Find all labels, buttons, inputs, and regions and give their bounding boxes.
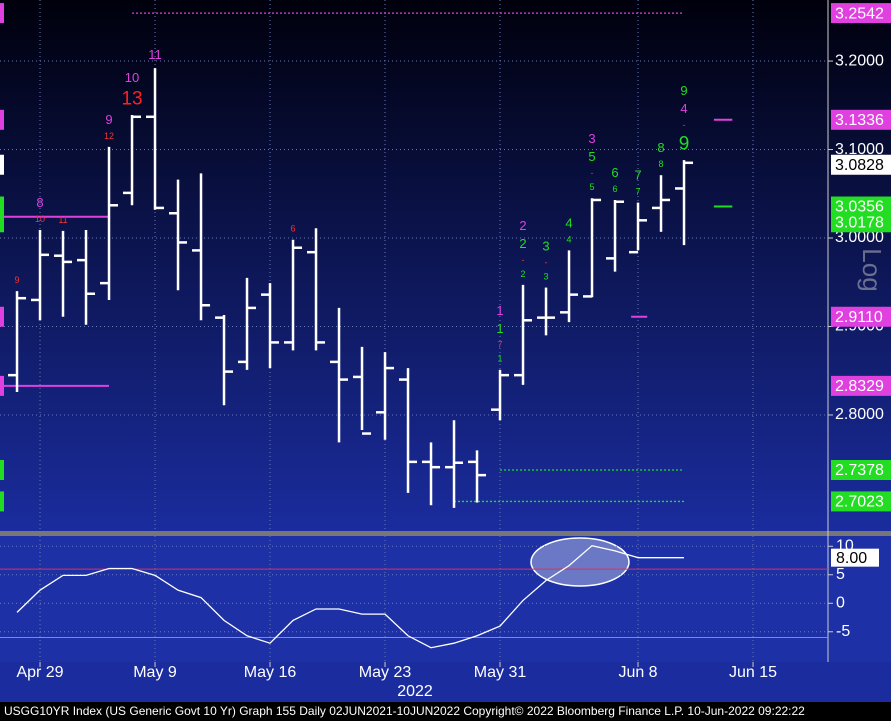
left-marker xyxy=(0,306,4,327)
count-label: 4 xyxy=(567,234,572,244)
footer-bar xyxy=(0,702,891,721)
value-tag xyxy=(831,548,879,567)
price-tag xyxy=(831,491,891,512)
count-label: 9 xyxy=(15,275,20,285)
count-label: 2 xyxy=(521,269,526,279)
price-tag-label: 2.9110 xyxy=(835,309,883,326)
x-tick-label: Apr 29 xyxy=(16,664,63,681)
count-label: 2 xyxy=(519,218,526,233)
count-label: 8 xyxy=(659,159,664,169)
divider xyxy=(0,531,891,536)
value-tag-label: 8.00 xyxy=(836,550,867,567)
oscillator-panel xyxy=(0,536,891,662)
x-tick-label: May 9 xyxy=(133,664,177,681)
x-tick-label: Jun 15 xyxy=(729,664,777,681)
y-tick-label: 5 xyxy=(836,566,845,583)
count-label: 1 xyxy=(496,321,503,336)
price-tag-label: 3.1336 xyxy=(835,112,884,129)
count-label: 3 xyxy=(544,271,549,281)
scale-label: Log xyxy=(857,248,887,291)
left-marker xyxy=(0,460,4,481)
count-label: 11 xyxy=(148,47,162,62)
price-tag xyxy=(831,460,891,481)
left-marker xyxy=(0,491,4,512)
count-label: 3 xyxy=(542,239,549,254)
count-label: 6 xyxy=(613,184,618,194)
footer: USGG10YR Index (US Generic Govt 10 Yr) G… xyxy=(4,704,805,718)
count-label: 8 xyxy=(36,195,43,210)
count-label: - xyxy=(545,257,548,267)
count-label: 3 xyxy=(588,131,595,146)
x-tick-label: May 31 xyxy=(474,664,527,681)
price-tag-label: 2.7378 xyxy=(835,462,884,479)
count-label: - xyxy=(522,255,525,265)
y-tick-label: -5 xyxy=(836,623,850,640)
y-tick-label: 3.1000 xyxy=(835,141,884,158)
y-tick-label: 2.8000 xyxy=(835,406,884,423)
count-label: 11 xyxy=(58,215,67,225)
price-tag-label: 3.0828 xyxy=(835,157,884,174)
count-label: 9 xyxy=(680,83,687,98)
price-tag xyxy=(831,154,891,175)
price-tag-label: 3.0178 xyxy=(835,214,884,231)
price-tag-label: 3.2542 xyxy=(835,5,884,22)
price-panel xyxy=(0,0,891,531)
count-label: 13 xyxy=(121,89,142,110)
count-label: 4 xyxy=(680,101,687,116)
count-label: 10 xyxy=(125,70,139,85)
oscillator-line xyxy=(16,544,685,649)
price-tag-label: 2.7023 xyxy=(835,494,884,511)
count-label: 9 xyxy=(105,112,112,127)
left-marker xyxy=(0,3,4,24)
count-label: 1 xyxy=(498,354,503,364)
y-tick-label: 3.2000 xyxy=(835,52,884,69)
count-label: 10 xyxy=(35,214,45,224)
count-label: - xyxy=(591,168,594,178)
price-tag-label: 3.0356 xyxy=(835,199,884,216)
count-label: 2 xyxy=(519,236,526,251)
count-label: 7 xyxy=(498,340,503,350)
price-tag xyxy=(831,3,891,24)
left-marker xyxy=(0,196,4,217)
price-tag xyxy=(831,212,891,233)
price-tag xyxy=(831,196,891,217)
left-marker xyxy=(0,212,4,233)
highlight xyxy=(530,537,630,587)
count-label: 7 xyxy=(634,168,641,183)
left-marker xyxy=(0,375,4,396)
count-label: - xyxy=(683,120,686,130)
count-label: 8 xyxy=(657,140,664,155)
x-tick-label: Jun 8 xyxy=(618,664,657,681)
count-label: 5 xyxy=(588,149,595,164)
count-label: 5 xyxy=(590,182,595,192)
price-tag xyxy=(831,375,891,396)
price-tag xyxy=(831,306,891,327)
count-label: 1 xyxy=(496,303,503,318)
count-label: 4 xyxy=(565,215,572,230)
left-marker xyxy=(0,154,4,175)
count-label: 7 xyxy=(636,186,641,196)
price-tag-label: 2.8329 xyxy=(835,378,884,395)
count-label: 12 xyxy=(104,131,114,141)
count-label: 6 xyxy=(611,165,618,180)
axis-area xyxy=(0,662,891,702)
count-label: 9 xyxy=(679,134,690,155)
x-tick-label: May 16 xyxy=(244,664,297,681)
count-label: 6 xyxy=(291,224,296,234)
price-tag xyxy=(831,109,891,130)
y-tick-label: 0 xyxy=(836,594,845,611)
x-tick-label: May 23 xyxy=(359,664,412,681)
left-marker xyxy=(0,109,4,130)
x-axis-label: 2022 xyxy=(397,683,433,700)
y-tick-label: 3.0000 xyxy=(835,229,884,246)
